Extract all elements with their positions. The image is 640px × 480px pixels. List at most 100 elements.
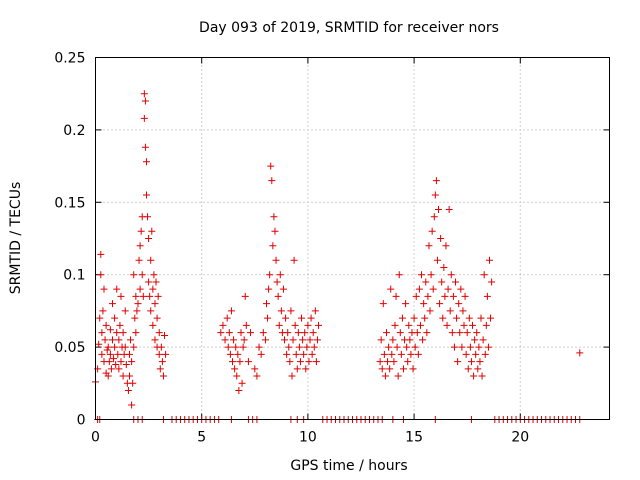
data-point [255,343,263,351]
data-point [276,271,284,279]
x-tick-label: 5 [197,430,206,446]
data-point [414,350,422,358]
data-point [104,343,112,351]
data-point [110,355,118,363]
data-point [115,365,123,373]
data-point [463,329,471,337]
data-point [114,350,122,358]
data-point [307,314,315,322]
data-point [407,350,415,358]
data-point [485,256,493,264]
data-point [457,285,465,293]
data-point [156,365,164,373]
data-point [304,321,312,329]
data-point [98,350,106,358]
data-point [131,314,139,322]
data-point [409,365,417,373]
data-point [403,343,411,351]
data-point [287,307,295,315]
data-point [397,350,405,358]
data-point [469,321,477,329]
data-point [100,285,108,293]
data-point [426,307,434,315]
data-point [271,227,279,235]
data-point [95,340,103,348]
data-point [141,143,149,151]
data-point [117,358,125,366]
data-point [101,336,109,344]
grid [95,57,610,420]
data-point [162,350,170,358]
data-point [445,206,453,214]
data-point [113,285,121,293]
data-point [441,292,449,300]
data-point [251,365,259,373]
data-point [137,227,145,235]
data-point [459,307,467,315]
data-point [275,321,283,329]
data-point [448,329,456,337]
data-point [239,343,247,351]
data-point [283,350,291,358]
data-point [226,350,234,358]
data-point [99,307,107,315]
data-point [312,358,320,366]
data-point [277,307,285,315]
data-point [386,365,394,373]
data-point [237,329,245,337]
data-point [272,256,280,264]
data-point [456,329,464,337]
data-point [412,292,420,300]
data-point [259,329,267,337]
data-point [282,314,290,322]
data-point [106,350,114,358]
data-point [291,321,299,329]
data-point [473,329,481,337]
data-point [402,300,410,308]
x-tick-label: 15 [405,430,423,446]
data-point [464,365,472,373]
data-point [142,158,150,166]
data-point [124,387,132,395]
data-point [142,191,150,199]
data-point [234,350,242,358]
data-point [480,271,488,279]
data-point [488,278,496,286]
data-point [406,336,414,344]
data-point [129,379,137,387]
data-point [135,256,143,264]
data-point [154,292,162,300]
data-point [267,162,275,170]
data-point [420,300,428,308]
data-point [139,292,147,300]
data-point [122,360,130,368]
data-point [461,292,469,300]
y-tick-label: 0.15 [54,195,85,211]
chart-title: Day 093 of 2019, SRMTID for receiver nor… [199,20,499,36]
data-point [235,387,243,395]
y-axis-label: SRMTID / TECUs [8,182,24,295]
data-point [105,358,113,366]
data-point [475,343,483,351]
data-point [149,321,157,329]
data-point [380,350,388,358]
data-point [98,329,106,337]
data-point [411,343,419,351]
data-point [452,278,460,286]
data-point [415,285,423,293]
data-point [467,358,475,366]
data-point [416,321,424,329]
data-point [265,285,273,293]
data-point [479,336,487,344]
data-point [103,346,111,354]
data-point [305,358,313,366]
data-point [393,343,401,351]
data-point [308,350,316,358]
data-point [437,235,445,242]
data-point [133,307,141,315]
data-point [444,285,452,293]
data-point [399,365,407,373]
y-tick-label: 0 [77,413,86,429]
data-point [299,336,307,344]
